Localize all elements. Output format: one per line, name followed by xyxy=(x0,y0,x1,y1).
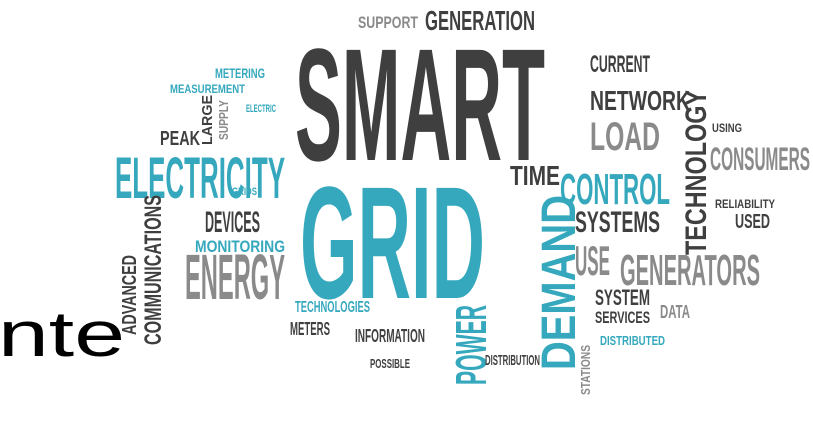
word: CONTROL xyxy=(560,165,670,214)
word: MONITORING xyxy=(195,237,285,256)
word: TIME xyxy=(510,160,560,191)
word: SUPPORT xyxy=(358,13,418,32)
word: USED xyxy=(735,211,770,233)
word: METERING xyxy=(215,65,265,81)
word: POSSIBLE xyxy=(370,356,410,371)
word: GENERATORS xyxy=(620,246,760,295)
word: MEASUREMENT xyxy=(170,82,246,96)
word: SYSTEM xyxy=(595,285,650,310)
word: GENERATION xyxy=(425,5,535,36)
word: NETWORK xyxy=(590,85,690,116)
word: USING xyxy=(712,121,742,135)
word: ELECTRICITY xyxy=(115,146,285,211)
word: SUPPLY xyxy=(216,100,231,140)
word: ENERGY xyxy=(185,241,285,313)
word: METERS xyxy=(290,319,330,339)
word: GRIDS xyxy=(232,186,257,198)
word: CURRENT xyxy=(590,51,650,78)
word: ADVANCED xyxy=(119,255,141,335)
word: STATIONS xyxy=(578,345,593,395)
word: USE xyxy=(575,237,610,284)
word: RELIABILITY xyxy=(715,197,775,211)
word: INFORMATION xyxy=(355,326,425,346)
word: DISTRIBUTION xyxy=(485,352,540,369)
word: GRID xyxy=(300,153,485,332)
word: TECHNOLOGY xyxy=(680,90,713,255)
word: PEAK xyxy=(160,128,200,150)
caption-text: nte xyxy=(0,298,125,370)
word: LOAD xyxy=(590,115,660,159)
word: DEMAND xyxy=(533,195,586,370)
word: SERVICES xyxy=(595,308,650,327)
word: DEVICES xyxy=(205,206,260,239)
word: DISTRIBUTED xyxy=(600,333,665,348)
word: TECHNOLOGIES xyxy=(295,299,370,316)
word: POWER xyxy=(447,305,496,385)
word: LARGE xyxy=(199,95,216,145)
word: DATA xyxy=(660,302,690,322)
word: ELECTRIC xyxy=(246,103,276,115)
word: SMART xyxy=(295,15,545,194)
word: CONSUMERS xyxy=(710,141,810,177)
word: SYSTEMS xyxy=(575,206,660,239)
word: COMMUNICATIONS xyxy=(140,195,167,345)
